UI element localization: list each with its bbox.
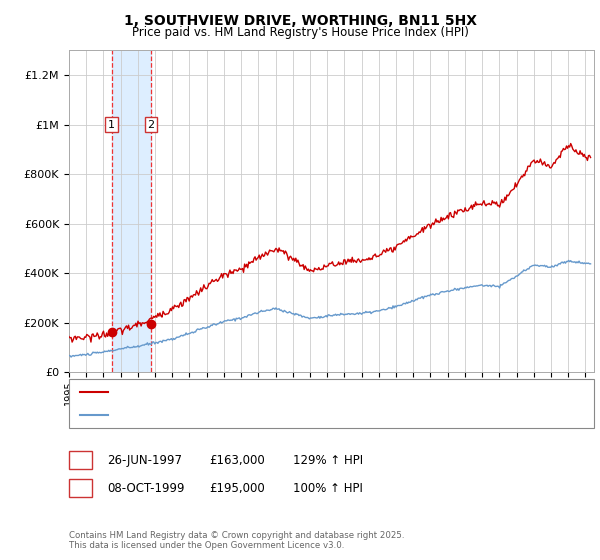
Text: HPI: Average price, semi-detached house, Worthing: HPI: Average price, semi-detached house,… [115, 410, 373, 420]
Text: 08-OCT-1999: 08-OCT-1999 [107, 482, 184, 495]
Text: 26-JUN-1997: 26-JUN-1997 [107, 454, 182, 467]
Text: £195,000: £195,000 [209, 482, 265, 495]
Text: 100% ↑ HPI: 100% ↑ HPI [293, 482, 362, 495]
Bar [112, 50, 151, 372]
Text: 2: 2 [77, 482, 84, 495]
Text: 1: 1 [77, 454, 84, 467]
Text: 1: 1 [108, 120, 115, 130]
Text: £163,000: £163,000 [209, 454, 265, 467]
Text: Contains HM Land Registry data © Crown copyright and database right 2025.
This d: Contains HM Land Registry data © Crown c… [69, 530, 404, 550]
Text: 129% ↑ HPI: 129% ↑ HPI [293, 454, 363, 467]
Text: Price paid vs. HM Land Registry's House Price Index (HPI): Price paid vs. HM Land Registry's House … [131, 26, 469, 39]
Text: 2: 2 [148, 120, 155, 130]
Text: 1, SOUTHVIEW DRIVE, WORTHING, BN11 5HX: 1, SOUTHVIEW DRIVE, WORTHING, BN11 5HX [124, 14, 476, 28]
Text: 1, SOUTHVIEW DRIVE, WORTHING, BN11 5HX (semi-detached house): 1, SOUTHVIEW DRIVE, WORTHING, BN11 5HX (… [115, 388, 460, 398]
